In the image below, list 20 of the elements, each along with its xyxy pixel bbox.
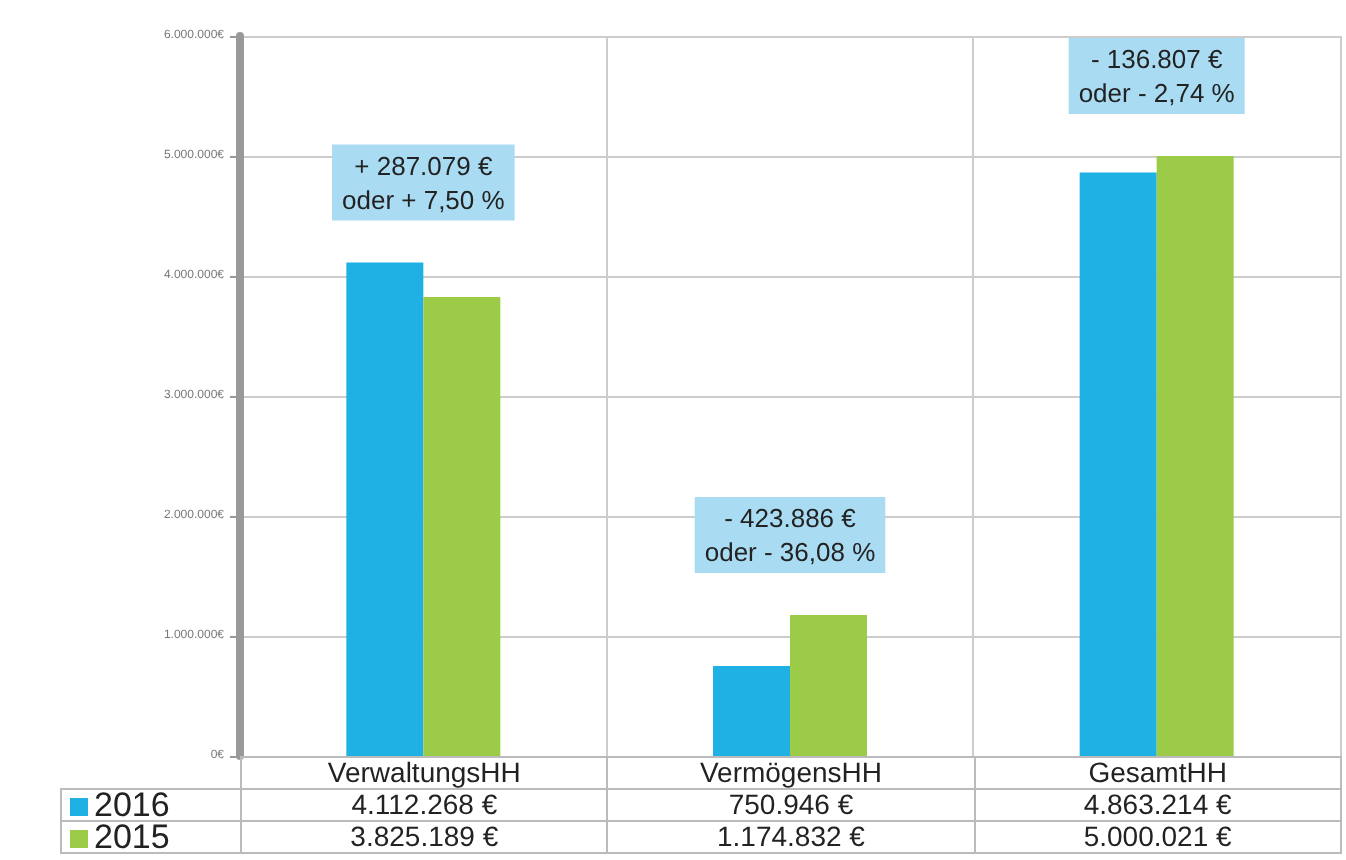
legend-label: 2015: [61, 818, 241, 856]
bar: [1156, 156, 1234, 756]
legend-label: 2016: [61, 786, 241, 824]
data-label: 5.000.021 €: [974, 820, 1341, 853]
x-tick-label: VermögensHH: [607, 756, 975, 789]
annotation: + 287.079 € oder + 7,50 %: [342, 150, 506, 215]
data-label: 750.946 €: [607, 788, 975, 821]
data-label: 3.825.189 €: [241, 820, 608, 853]
data-label: 4.863.214 €: [974, 788, 1341, 821]
x-tick-label: VerwaltungsHH: [241, 756, 608, 789]
data-label: 4.112.268 €: [241, 788, 608, 821]
x-tick-label: GesamtHH: [974, 756, 1341, 789]
bar: [423, 296, 501, 756]
annotation: - 136.807 € oder - 2,74 %: [1078, 44, 1236, 108]
annotation: - 423.886 € oder - 36,08 %: [704, 503, 877, 568]
bar: [346, 262, 424, 756]
bar: [713, 665, 790, 756]
bar: [790, 615, 867, 756]
bar: [1079, 172, 1157, 756]
data-label: 1.174.832 €: [607, 820, 975, 853]
